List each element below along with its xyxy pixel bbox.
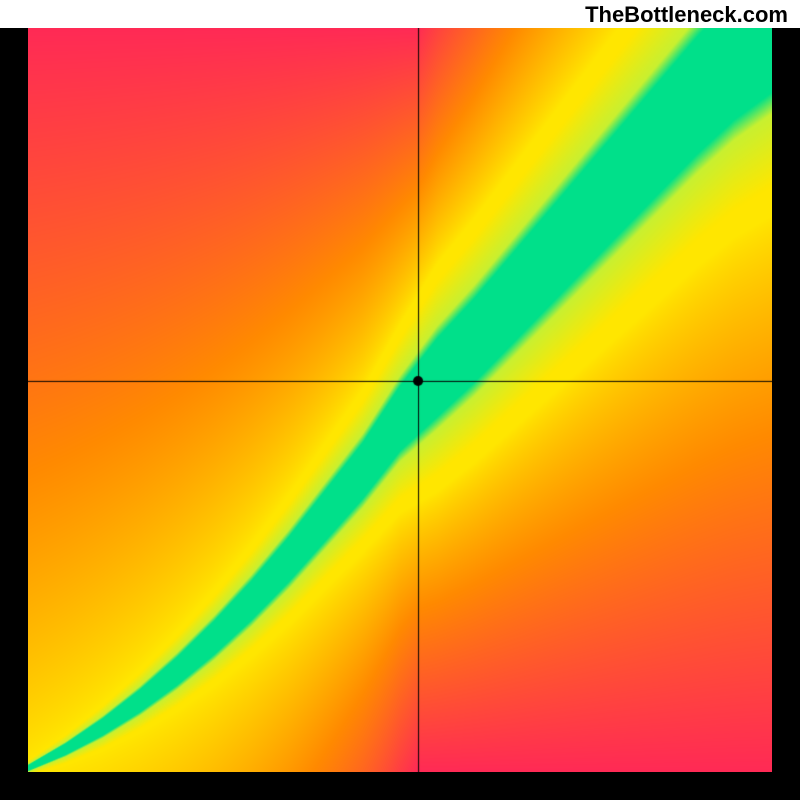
heatmap-canvas xyxy=(28,28,772,772)
watermark-text: TheBottleneck.com xyxy=(585,2,788,28)
chart-container: TheBottleneck.com xyxy=(0,0,800,800)
